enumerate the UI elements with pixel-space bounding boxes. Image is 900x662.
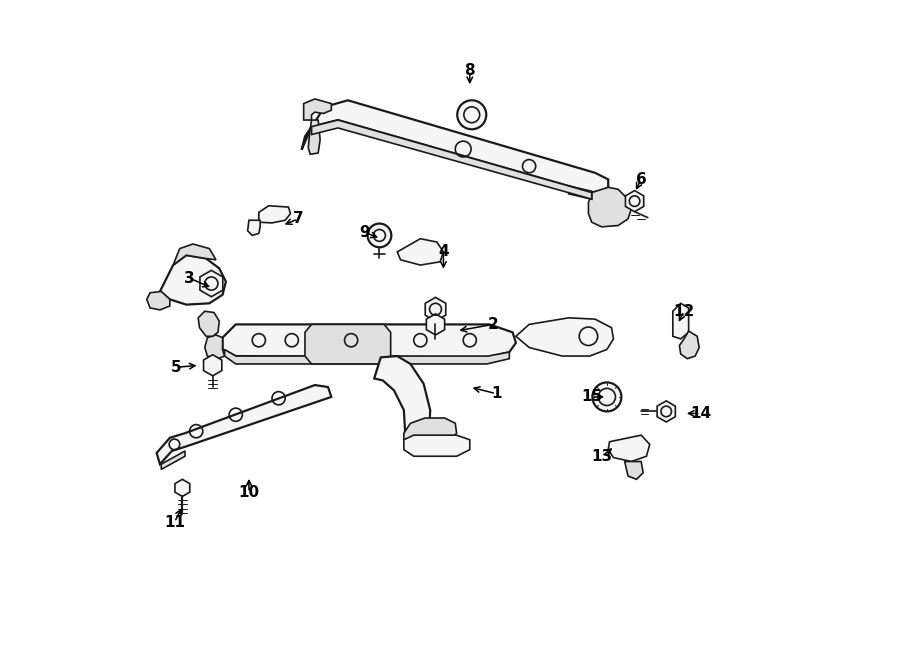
Polygon shape [157, 385, 331, 464]
Polygon shape [205, 335, 224, 359]
Circle shape [457, 100, 486, 129]
Polygon shape [309, 120, 320, 154]
Polygon shape [625, 461, 643, 479]
Text: 11: 11 [164, 514, 184, 530]
Text: 7: 7 [293, 211, 303, 226]
Polygon shape [311, 120, 591, 199]
Polygon shape [589, 187, 631, 227]
Polygon shape [374, 356, 430, 453]
Circle shape [367, 224, 392, 248]
Text: 4: 4 [438, 244, 449, 260]
Polygon shape [198, 311, 220, 336]
Text: 12: 12 [673, 304, 695, 318]
Polygon shape [657, 401, 675, 422]
Text: 1: 1 [491, 386, 501, 401]
Polygon shape [173, 244, 216, 265]
Polygon shape [248, 220, 260, 236]
Polygon shape [626, 191, 644, 212]
Text: 6: 6 [635, 172, 646, 187]
Polygon shape [427, 314, 445, 335]
Polygon shape [404, 418, 456, 448]
Text: 2: 2 [488, 317, 499, 332]
Polygon shape [224, 350, 509, 364]
Polygon shape [516, 318, 614, 356]
Text: 3: 3 [184, 271, 195, 286]
Text: 5: 5 [171, 359, 182, 375]
Text: 10: 10 [238, 485, 259, 500]
Polygon shape [305, 324, 391, 364]
Polygon shape [200, 270, 223, 297]
Text: 9: 9 [359, 224, 370, 240]
Text: 8: 8 [464, 63, 475, 78]
Polygon shape [147, 291, 170, 310]
Polygon shape [175, 479, 190, 496]
Polygon shape [222, 324, 516, 357]
Polygon shape [673, 303, 689, 339]
Polygon shape [397, 239, 444, 265]
Text: 13: 13 [591, 449, 612, 464]
Polygon shape [302, 100, 608, 193]
Polygon shape [569, 186, 591, 199]
Polygon shape [404, 435, 470, 456]
Text: 14: 14 [690, 406, 711, 421]
Polygon shape [160, 255, 226, 305]
Text: 15: 15 [581, 389, 602, 404]
Polygon shape [203, 355, 221, 376]
Polygon shape [161, 451, 185, 469]
Circle shape [592, 383, 621, 411]
Polygon shape [259, 206, 291, 223]
Polygon shape [608, 435, 650, 461]
Polygon shape [680, 331, 699, 359]
Polygon shape [425, 297, 446, 321]
Polygon shape [303, 99, 331, 120]
